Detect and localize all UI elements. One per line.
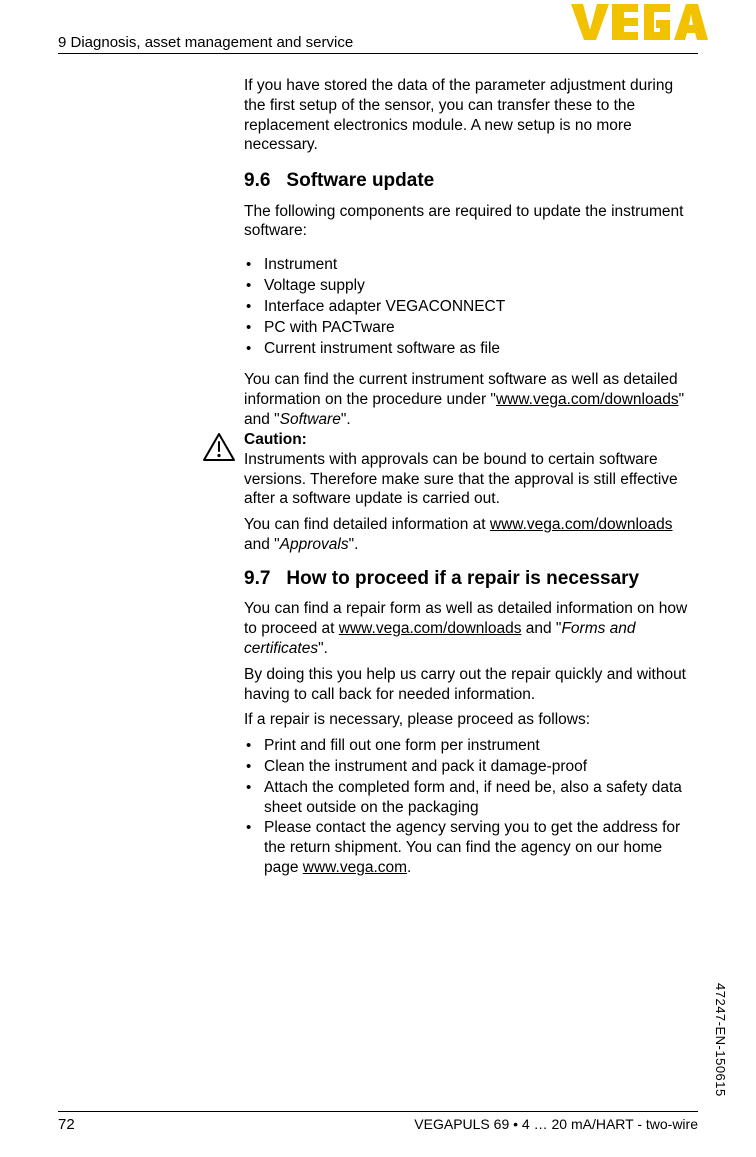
caution-paragraph: Caution: Instruments with approvals can … [244,430,698,509]
caution-icon [202,432,236,462]
caution-detail: You can find detailed information at www… [244,515,698,555]
s97-p3: If a repair is necessary, please proceed… [244,710,698,730]
section-heading-9-6: 9.6 Software update [244,169,698,193]
link-text: www.vega.com/downloads [490,516,673,533]
list-item: Attach the completed form and, if need b… [244,778,698,818]
caution-block: Caution: Instruments with approvals can … [244,430,698,555]
document-code-vertical: 47247-EN-150615 [713,983,728,1097]
link-text: www.vega.com/downloads [339,620,522,637]
page-footer: 72 VEGAPULS 69 • 4 … 20 mA/HART - two-wi… [58,1111,698,1133]
list-item: Voltage supply [244,276,698,296]
caution-text: Instruments with approvals can be bound … [244,451,678,508]
italic-term: Software [280,411,341,428]
list-item: Print and fill out one form per instrume… [244,736,698,756]
content-column: If you have stored the data of the param… [244,76,698,430]
s97-p2: By doing this you help us carry out the … [244,665,698,705]
intro-paragraph: If you have stored the data of the param… [244,76,698,155]
section-title: How to proceed if a repair is necessary [286,568,639,589]
page-number: 72 [58,1116,75,1133]
product-line: VEGAPULS 69 • 4 … 20 mA/HART - two-wire [414,1116,698,1132]
list-item: PC with PACTware [244,318,698,338]
link-text: www.vega.com/downloads [496,391,679,408]
section-title: Software update [286,170,434,191]
s97-bullet-list: Print and fill out one form per instrume… [244,736,698,878]
content-column-2: 9.7 How to proceed if a repair is necessa… [244,567,698,878]
s96-find-paragraph: You can find the current instrument soft… [244,370,698,429]
brand-logo [568,0,708,51]
list-item: Please contact the agency serving you to… [244,818,698,877]
list-item: Instrument [244,255,698,275]
link-text: www.vega.com [303,859,407,876]
list-item: Clean the instrument and pack it damage-… [244,757,698,777]
page: 9 Diagnosis, asset management and servic… [0,0,756,1157]
section-heading-9-7: 9.7 How to proceed if a repair is necessa… [244,567,698,591]
list-item: Interface adapter VEGACONNECT [244,297,698,317]
caution-label: Caution: [244,431,307,448]
section-number: 9.6 [244,170,270,191]
chapter-title: 9 Diagnosis, asset management and servic… [58,34,353,51]
s96-bullet-list: Instrument Voltage supply Interface adap… [244,255,698,358]
s97-p1: You can find a repair form as well as de… [244,599,698,658]
s96-intro: The following components are required to… [244,202,698,242]
section-number: 9.7 [244,568,270,589]
list-item: Current instrument software as file [244,339,698,359]
italic-term: Approvals [280,536,349,553]
